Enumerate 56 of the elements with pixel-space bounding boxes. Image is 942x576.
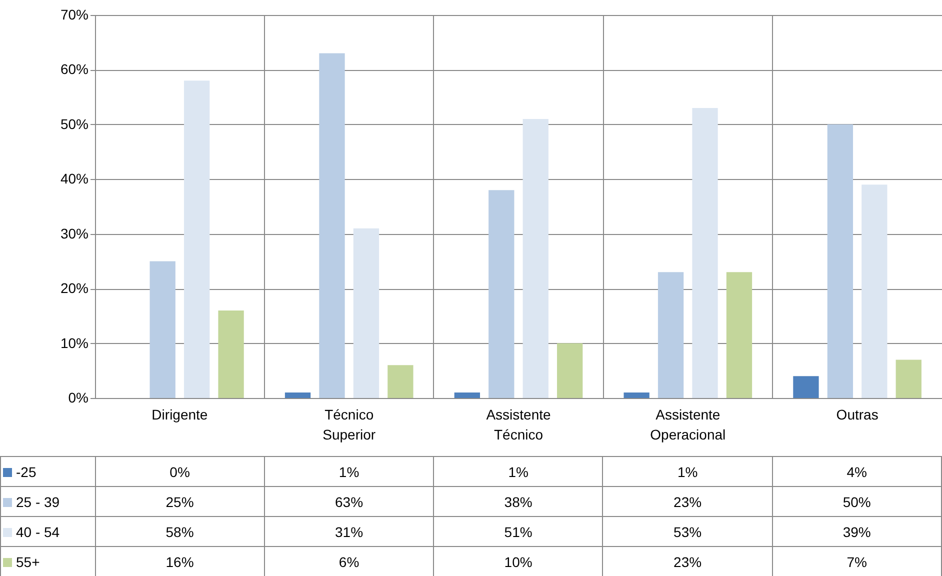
- x-tick-label: Técnico Superior: [322, 406, 376, 442]
- bar: [827, 124, 854, 398]
- bar: [388, 365, 414, 398]
- bar: [658, 272, 684, 398]
- bar: [557, 343, 583, 398]
- x-tick-label: Assistente Técnico: [486, 406, 552, 442]
- data-label: 0%: [95, 456, 264, 486]
- bar: [692, 108, 718, 398]
- y-tick-label: 40%: [60, 170, 88, 187]
- data-label: 23%: [602, 546, 772, 576]
- y-tick-label: 0%: [68, 390, 88, 406]
- data-label: 50%: [772, 486, 942, 516]
- bar: [218, 310, 244, 398]
- y-tick-label: 30%: [60, 225, 88, 242]
- bar: [726, 272, 752, 398]
- x-tick-label: Dirigente: [152, 406, 208, 422]
- bar: [284, 392, 311, 398]
- legend-label: 25 - 39: [0, 486, 96, 516]
- y-tick-label: 60%: [60, 61, 88, 78]
- data-label: 58%: [95, 516, 264, 546]
- bar: [624, 392, 650, 398]
- bar: [353, 228, 380, 398]
- data-label: 31%: [264, 516, 434, 546]
- x-tick-label: Assistente Operacional: [650, 406, 726, 442]
- data-label: 1%: [264, 456, 434, 486]
- data-label: 10%: [434, 546, 603, 576]
- data-label: 51%: [434, 516, 603, 546]
- data-label: 7%: [772, 546, 942, 576]
- bar: [184, 80, 210, 398]
- legend-label: 55+: [0, 546, 96, 576]
- data-label: 4%: [772, 456, 942, 486]
- data-label: 38%: [434, 486, 603, 516]
- bar: [862, 184, 888, 398]
- x-tick-label: Outras: [836, 406, 878, 422]
- data-label: 1%: [434, 456, 603, 486]
- bar: [454, 392, 480, 398]
- y-tick-label: 20%: [60, 280, 88, 296]
- bar: [522, 118, 548, 398]
- data-label: 23%: [602, 486, 772, 516]
- data-label: 63%: [264, 486, 434, 516]
- bar: [896, 360, 922, 398]
- bar: [319, 53, 345, 398]
- data-label: 16%: [95, 546, 264, 576]
- data-label: 25%: [95, 486, 264, 516]
- data-label: 6%: [264, 546, 434, 576]
- y-tick-label: 70%: [60, 6, 88, 22]
- legend-label: 40 - 54: [0, 516, 96, 546]
- bar: [488, 190, 514, 398]
- bar: [793, 376, 819, 398]
- data-label: 1%: [602, 456, 772, 486]
- data-label: 39%: [772, 516, 942, 546]
- bar: [150, 261, 176, 398]
- y-tick-label: 50%: [60, 116, 88, 132]
- data-label: 53%: [602, 516, 772, 546]
- legend-label: -25: [0, 456, 96, 486]
- y-tick-label: 10%: [60, 334, 88, 351]
